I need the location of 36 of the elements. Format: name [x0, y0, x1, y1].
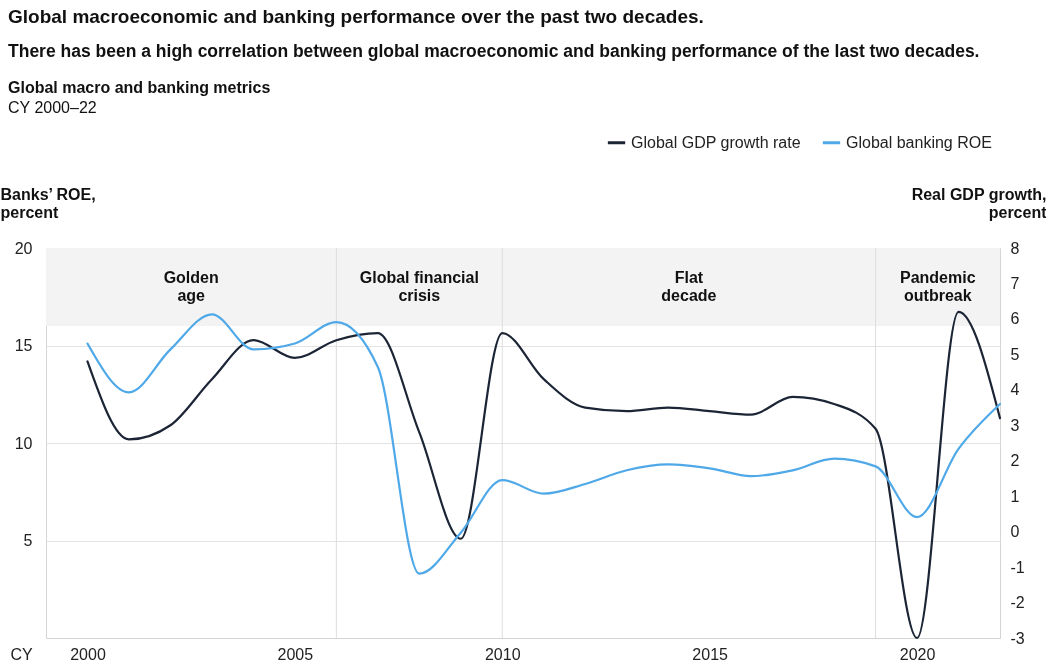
- annotation: Flat decade: [661, 268, 717, 304]
- y-axis-title: Banks’ ROE, percent: [0, 185, 96, 221]
- x-tick-label: 2005: [277, 645, 314, 663]
- y2-tick-label: 0: [1010, 523, 1020, 541]
- x-tick-label: 2000: [70, 645, 106, 663]
- y-tick-label: 5: [23, 532, 33, 549]
- annotation: Pandemic outbreak: [899, 268, 976, 304]
- chart-subtitle: There has been a high correlation between global macroeconomic and banking performance of the last two decades.: [8, 40, 981, 63]
- y2-tick-label: 4: [1010, 381, 1020, 399]
- line-series: [86, 310, 1002, 640]
- line-series: [86, 313, 1002, 575]
- y2-tick-label: 5: [1010, 345, 1020, 363]
- y-tick-label: 15: [14, 337, 33, 354]
- y2-tick-label: 7: [1010, 274, 1020, 292]
- y2-tick-label: -2: [1010, 594, 1025, 612]
- y-tick-label: 20: [14, 239, 33, 257]
- annotation: Golden age: [163, 268, 219, 304]
- chart-title: Global macroeconomic and banking performance over the past two decades.: [8, 6, 705, 28]
- x-tick-label: 2020: [899, 645, 936, 663]
- legend-label: Global GDP growth rate: [631, 133, 801, 151]
- y2-axis-title: Real GDP growth, percent: [911, 185, 1046, 221]
- x-axis-title: CY: [10, 645, 34, 663]
- x-tick-label: 2015: [692, 645, 729, 663]
- annotation: Global financial crisis: [359, 268, 479, 304]
- text: Global macro and banking metrics: [8, 79, 272, 97]
- y2-tick-label: 8: [1010, 239, 1020, 257]
- text: CY 2000–22: [8, 99, 98, 117]
- y2-tick-label: 2: [1010, 452, 1020, 470]
- y2-tick-label: 3: [1010, 416, 1020, 434]
- legend-label: Global banking ROE: [846, 133, 992, 151]
- x-tick-label: 2010: [484, 645, 521, 663]
- y2-tick-label: -1: [1010, 558, 1025, 576]
- y2-tick-label: 1: [1010, 487, 1020, 505]
- y-tick-label: 10: [14, 434, 33, 452]
- y2-tick-label: -3: [1010, 629, 1025, 647]
- y2-tick-label: 6: [1010, 310, 1020, 328]
